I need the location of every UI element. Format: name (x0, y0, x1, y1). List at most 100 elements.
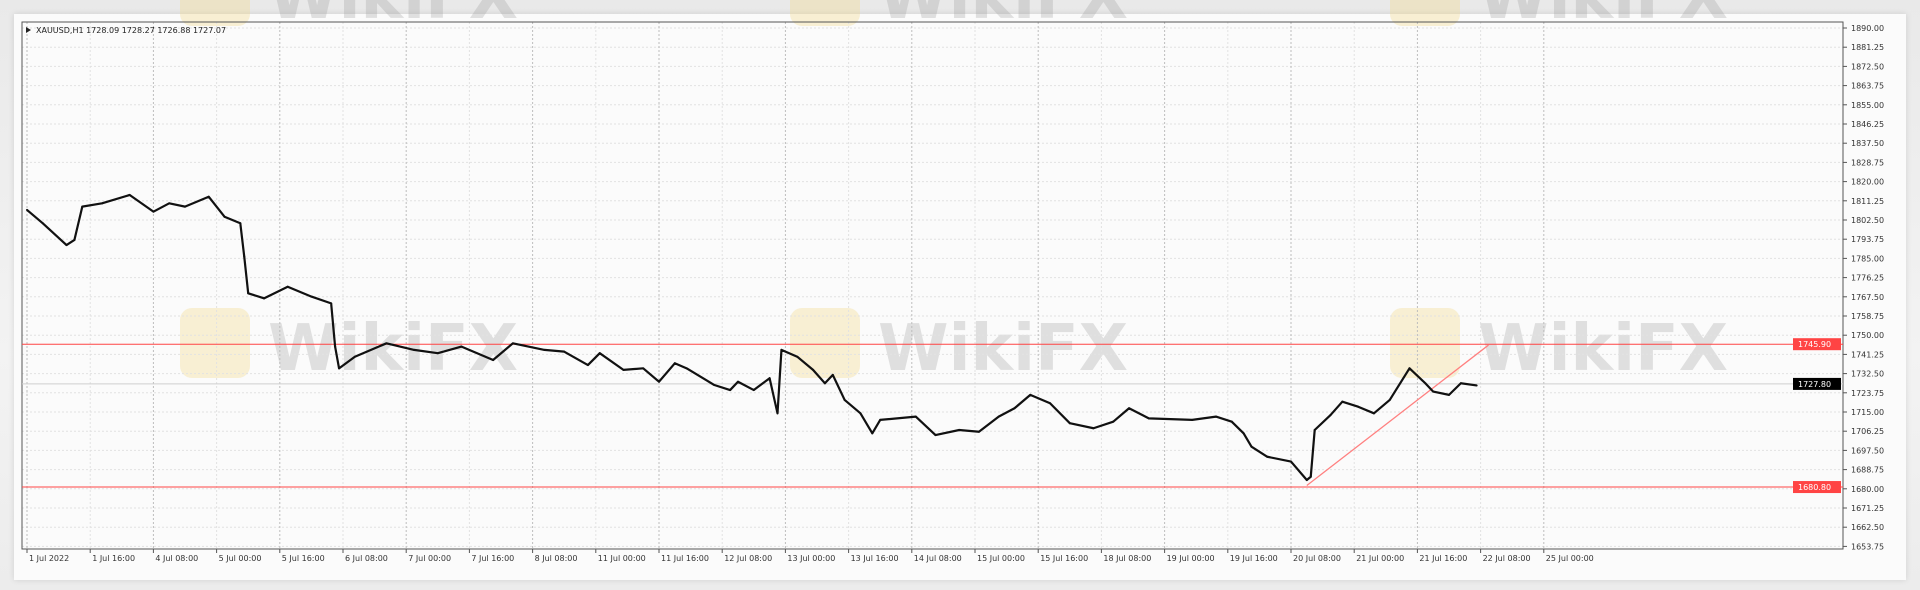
price-series (26, 193, 1478, 482)
y-tick-label: 1802.50 (1851, 216, 1884, 225)
price-point (1029, 393, 1032, 396)
x-tick-label: 13 Jul 16:00 (851, 554, 899, 563)
trendline-segment[interactable] (1306, 344, 1489, 487)
price-point (871, 432, 874, 435)
price-line (26, 193, 1477, 482)
price-point (934, 434, 937, 437)
y-tick-label: 1846.25 (1851, 120, 1884, 129)
price-point (1309, 475, 1312, 478)
y-tick-label: 1828.75 (1851, 158, 1884, 167)
level-price-badge (1793, 481, 1841, 494)
y-tick-label: 1697.50 (1851, 446, 1884, 455)
price-point (334, 345, 337, 348)
x-tick-label: 6 Jul 08:00 (345, 554, 388, 563)
price-point (1242, 432, 1245, 435)
price-point (543, 348, 546, 351)
price-point (243, 255, 246, 258)
price-point (1290, 460, 1292, 463)
y-tick-label: 1662.50 (1851, 523, 1884, 532)
price-point (73, 238, 76, 241)
horizontal-lines: 1745.90 1680.80 1727.80 (22, 338, 1843, 494)
price-point (286, 285, 289, 288)
price-point (622, 368, 625, 371)
price-point (184, 205, 186, 208)
current-price-badge (1793, 377, 1841, 390)
y-tick-label: 1793.75 (1851, 235, 1884, 244)
price-point (685, 367, 688, 370)
y-tick-label: 1767.50 (1851, 293, 1884, 302)
price-point (776, 412, 779, 415)
price-point (247, 292, 250, 295)
price-point (1147, 417, 1150, 420)
price-point (1341, 400, 1344, 403)
time-axis[interactable]: 1 Jul 2022 1 Jul 16:00 4 Jul 08:00 5 Jul 00… (26, 549, 1594, 563)
watermark-text: WikiFX (268, 0, 518, 34)
watermarks: WikiFX WikiFX WikiFX WikiFX WikiFX WikiFX (180, 0, 1728, 386)
y-tick-label: 1732.50 (1851, 370, 1884, 379)
y-tick-label: 1820.00 (1851, 178, 1884, 187)
price-point (1230, 420, 1233, 423)
price-point (1128, 407, 1131, 410)
price-point (1013, 407, 1016, 410)
price-point (207, 195, 210, 198)
x-tick-label: 5 Jul 16:00 (282, 554, 325, 563)
x-tick-label: 15 Jul 16:00 (1040, 554, 1088, 563)
price-point (1068, 422, 1071, 425)
x-tick-label: 7 Jul 00:00 (408, 554, 451, 563)
y-tick-label: 1758.75 (1851, 312, 1884, 321)
current-price-label: 1727.80 (1798, 380, 1831, 389)
price-point (511, 342, 514, 345)
price-point (658, 380, 660, 383)
price-axis[interactable]: 1890.00 1881.25 1872.50 1863.75 1855.00 1846.… (1843, 24, 1884, 551)
price-point (1372, 412, 1375, 415)
x-tick-label: 19 Jul 16:00 (1230, 554, 1278, 563)
y-tick-label: 1706.25 (1851, 427, 1884, 436)
price-point (65, 244, 68, 247)
y-tick-label: 1890.00 (1851, 24, 1884, 33)
price-point (81, 205, 84, 208)
watermark-text: WikiFX (878, 0, 1128, 34)
price-point (330, 302, 333, 305)
price-point (729, 389, 732, 392)
price-point (737, 380, 739, 383)
x-tick-label: 13 Jul 00:00 (787, 554, 835, 563)
price-point (1448, 393, 1450, 396)
price-point (1329, 414, 1332, 417)
level-price-badge (1793, 338, 1841, 351)
y-tick-label: 1750.00 (1851, 331, 1884, 340)
x-tick-label: 5 Jul 00:00 (219, 554, 262, 563)
watermark-logo-icon (790, 0, 860, 26)
price-point (1266, 455, 1269, 458)
trendline[interactable] (1306, 344, 1489, 487)
y-tick-label: 1811.25 (1851, 197, 1884, 206)
price-point (768, 377, 771, 380)
price-point (1112, 420, 1115, 423)
y-tick-label: 1671.25 (1851, 504, 1884, 513)
price-point (780, 348, 783, 351)
price-point (642, 367, 645, 370)
price-point (413, 348, 416, 351)
price-point (223, 215, 226, 218)
price-point (796, 355, 799, 358)
y-tick-label: 1688.75 (1851, 466, 1884, 475)
y-tick-label: 1881.25 (1851, 43, 1884, 52)
price-point (26, 208, 28, 211)
price-point (673, 362, 676, 365)
level-price-label: 1680.80 (1798, 483, 1831, 492)
watermark-logo-icon (1390, 308, 1460, 378)
price-point (310, 295, 313, 298)
price-point (1313, 428, 1316, 431)
price-point (385, 342, 388, 345)
watermark-text: WikiFX (1478, 312, 1728, 386)
y-tick-label: 1776.25 (1851, 274, 1884, 283)
chart-menu-triangle-icon (26, 27, 31, 33)
x-tick-label: 7 Jul 16:00 (471, 554, 514, 563)
price-point (128, 193, 131, 196)
x-tick-label: 14 Jul 08:00 (914, 554, 962, 563)
grid (22, 22, 1843, 549)
x-tick-label: 19 Jul 00:00 (1167, 554, 1215, 563)
watermark-text: WikiFX (268, 312, 518, 386)
x-tick-label: 25 Jul 00:00 (1546, 554, 1594, 563)
x-tick-label: 21 Jul 16:00 (1419, 554, 1467, 563)
